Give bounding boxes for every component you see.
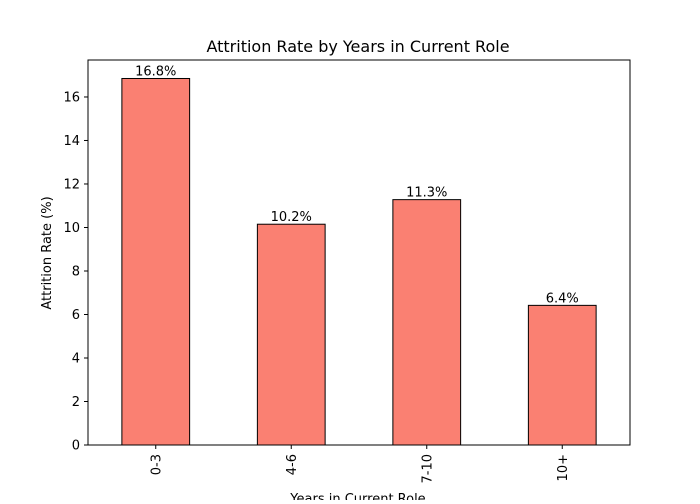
y-tick-label: 0 <box>72 439 80 454</box>
plot-area: 16.8% 10.2% 11.3% 6.4% 0 2 4 6 8 10 12 14 16 0-3 4-6 7-… <box>63 59 631 484</box>
y-tick-label: 14 <box>63 134 80 149</box>
data-label-7-10: 11.3% <box>406 186 447 201</box>
y-tick-label: 6 <box>72 308 80 323</box>
x-tick-label: 4-6 <box>285 454 300 475</box>
data-label-0-3: 16.8% <box>135 64 176 79</box>
plot-frame <box>87 59 631 446</box>
y-tick-label: 12 <box>63 177 80 192</box>
x-tick-label: 0-3 <box>149 454 164 475</box>
bar-4-6 <box>256 223 326 446</box>
data-label-10+: 6.4% <box>546 291 579 306</box>
x-axis-label: Years in Current Role <box>289 492 425 500</box>
chart-title: Attrition Rate by Years in Current Role <box>206 37 509 56</box>
x-tick-label: 10+ <box>556 454 571 481</box>
y-tick-label: 16 <box>63 90 80 105</box>
x-tick-label: 7-10 <box>420 454 435 484</box>
bar-7-10 <box>392 199 462 446</box>
y-tick-label: 10 <box>63 221 80 236</box>
bar-0-3 <box>121 77 191 446</box>
y-axis-label: Attrition Rate (%) <box>40 196 55 309</box>
bar-10+ <box>527 304 597 446</box>
y-tick-label: 4 <box>72 351 80 366</box>
data-label-4-6: 10.2% <box>271 210 312 225</box>
y-tick-label: 8 <box>72 264 80 279</box>
y-tick-label: 2 <box>72 395 80 410</box>
